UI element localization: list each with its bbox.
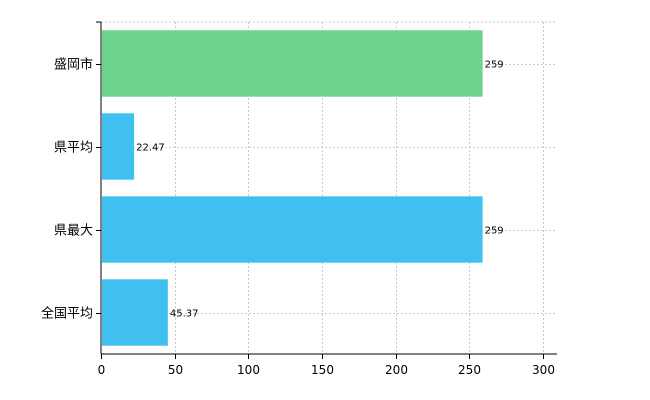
data-label: 259	[485, 60, 504, 71]
bar	[102, 30, 483, 97]
data-label: 259	[485, 226, 504, 237]
bar	[102, 113, 135, 180]
x-tick-label: 50	[168, 363, 183, 377]
category-label: 盛岡市	[54, 57, 93, 73]
bar	[102, 196, 483, 263]
axes	[96, 21, 557, 359]
x-tick-label: 0	[98, 363, 106, 377]
category-label: 県平均	[54, 141, 93, 156]
category-label: 県最大	[54, 224, 93, 239]
x-tick-label: 150	[311, 363, 334, 377]
x-tick-label: 300	[532, 363, 555, 377]
data-label: 22.47	[136, 143, 165, 154]
bar	[102, 279, 168, 346]
x-tick-label: 200	[385, 363, 408, 377]
bars	[102, 30, 483, 346]
data-label: 45.37	[170, 309, 199, 320]
x-tick-label: 250	[458, 363, 481, 377]
x-tick-label: 100	[237, 363, 260, 377]
category-label: 全国平均	[41, 306, 93, 322]
labels: 0 50 100 150 200 250 300 盛岡市 259 県平均 22.47 県最大 259 全国…	[41, 57, 555, 378]
